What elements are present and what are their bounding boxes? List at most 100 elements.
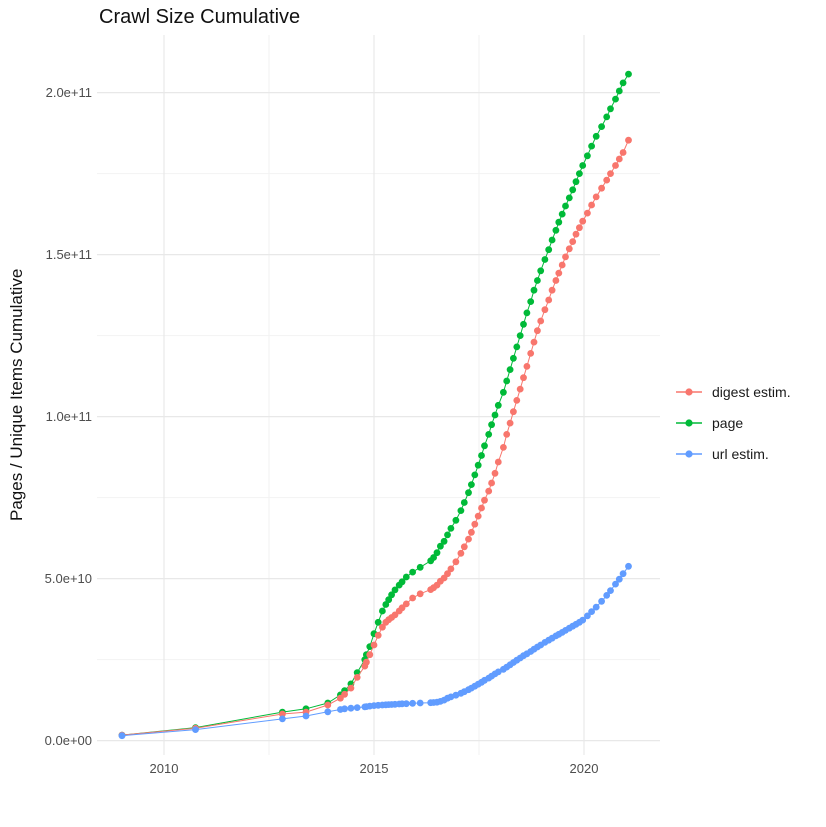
data-point bbox=[579, 616, 587, 624]
data-point bbox=[619, 149, 627, 156]
data-point bbox=[598, 597, 605, 605]
legend-item-page: page bbox=[676, 407, 791, 438]
data-point bbox=[385, 596, 393, 604]
data-point bbox=[530, 286, 538, 294]
data-point bbox=[500, 444, 507, 451]
data-point bbox=[516, 332, 524, 339]
data-point bbox=[562, 253, 569, 261]
data-point bbox=[460, 543, 468, 551]
data-point bbox=[416, 699, 424, 707]
data-point bbox=[588, 608, 595, 615]
data-point bbox=[510, 408, 517, 416]
data-point bbox=[491, 469, 499, 477]
data-point bbox=[481, 442, 488, 450]
data-point bbox=[457, 549, 465, 557]
x-tick-label: 2010 bbox=[150, 761, 179, 776]
legend-label-page: page bbox=[712, 414, 744, 431]
data-point bbox=[468, 528, 475, 536]
data-point bbox=[527, 298, 535, 305]
data-point bbox=[534, 277, 541, 284]
data-point bbox=[341, 690, 348, 698]
data-point bbox=[444, 570, 451, 578]
data-point bbox=[592, 603, 600, 611]
data-point bbox=[452, 516, 460, 524]
data-point bbox=[491, 411, 499, 419]
data-point bbox=[391, 586, 399, 594]
data-point bbox=[523, 363, 531, 370]
data-point bbox=[192, 726, 199, 733]
data-point bbox=[565, 194, 573, 202]
data-point bbox=[447, 565, 455, 573]
data-point bbox=[592, 193, 600, 201]
data-point bbox=[460, 499, 468, 506]
data-point bbox=[534, 327, 541, 335]
data-point bbox=[552, 277, 560, 284]
data-point bbox=[452, 558, 460, 566]
data-point bbox=[537, 267, 545, 275]
data-point bbox=[409, 568, 416, 576]
data-point bbox=[598, 184, 605, 192]
data-point bbox=[569, 186, 577, 194]
data-point bbox=[576, 170, 583, 178]
data-point bbox=[478, 504, 485, 512]
y-tick-label: 0.0e+00 bbox=[45, 733, 92, 748]
data-point bbox=[506, 419, 514, 427]
data-point bbox=[379, 607, 386, 615]
legend-key-page-icon bbox=[676, 418, 702, 427]
data-point bbox=[603, 113, 611, 121]
data-point bbox=[545, 296, 553, 304]
data-point bbox=[433, 549, 441, 557]
data-point bbox=[588, 142, 595, 150]
y-tick-label: 1.0e+11 bbox=[46, 409, 92, 424]
data-point bbox=[402, 600, 410, 608]
data-point bbox=[494, 458, 502, 466]
data-point bbox=[612, 95, 619, 103]
data-point bbox=[279, 715, 286, 723]
data-point bbox=[579, 162, 587, 169]
data-point bbox=[612, 580, 619, 588]
data-point bbox=[444, 531, 451, 539]
data-point bbox=[562, 202, 569, 210]
data-point bbox=[402, 700, 410, 708]
data-point bbox=[576, 224, 583, 232]
data-point bbox=[548, 286, 556, 294]
data-point bbox=[603, 176, 611, 184]
data-point bbox=[465, 489, 472, 497]
legend-key-digest-estim-icon bbox=[676, 387, 702, 396]
data-point bbox=[516, 385, 524, 393]
data-point bbox=[558, 210, 566, 218]
data-point bbox=[510, 354, 517, 362]
data-point bbox=[324, 701, 332, 709]
data-point bbox=[279, 710, 286, 718]
data-point bbox=[324, 708, 332, 716]
data-point bbox=[474, 461, 482, 469]
data-point bbox=[471, 471, 479, 479]
data-point bbox=[555, 269, 563, 277]
data-point bbox=[607, 170, 614, 178]
data-point bbox=[409, 594, 416, 602]
data-point bbox=[353, 704, 361, 711]
x-tick-label: 2020 bbox=[570, 761, 599, 776]
data-point bbox=[607, 587, 614, 594]
data-point bbox=[370, 641, 378, 649]
data-point bbox=[437, 542, 444, 550]
data-point bbox=[416, 563, 424, 571]
data-point bbox=[520, 374, 527, 382]
data-point bbox=[474, 512, 482, 520]
data-point bbox=[471, 520, 479, 528]
data-point bbox=[409, 699, 416, 707]
data-point bbox=[612, 162, 619, 169]
y-tick-label: 2.0e+11 bbox=[46, 85, 92, 100]
data-point bbox=[579, 217, 587, 225]
data-point bbox=[584, 209, 591, 217]
data-point bbox=[402, 573, 410, 581]
data-point bbox=[523, 309, 531, 317]
data-point bbox=[440, 537, 448, 545]
data-point bbox=[430, 554, 437, 561]
data-point bbox=[388, 591, 395, 599]
legend-label-digest-estim: digest estim. bbox=[712, 383, 791, 400]
legend-item-digest-estim: digest estim. bbox=[676, 376, 791, 407]
data-point bbox=[625, 562, 632, 570]
data-point bbox=[513, 397, 521, 404]
